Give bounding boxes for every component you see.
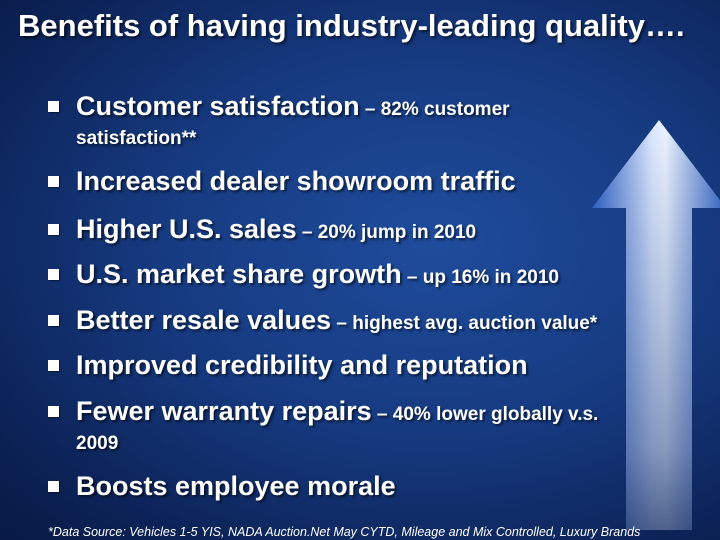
bullet-continuation-text: satisfaction** (76, 128, 197, 149)
bullet-main-text: Boosts employee morale (76, 471, 396, 501)
bullet-detail-text: – 20% jump in 2010 (296, 222, 477, 243)
bullet-main-text: Improved credibility and reputation (76, 350, 528, 380)
square-bullet-icon (48, 406, 59, 417)
bullet-main-text: Higher U.S. sales (76, 214, 297, 244)
square-bullet-icon (48, 176, 59, 187)
data-source-footnote: *Data Source: Vehicles 1-5 YIS, NADA Auc… (48, 525, 641, 539)
up-arrow-icon (592, 120, 720, 530)
bullet-main-text: Better resale values (76, 305, 332, 335)
square-bullet-icon (48, 315, 59, 326)
square-bullet-icon (48, 269, 59, 280)
square-bullet-icon (48, 224, 59, 235)
square-bullet-icon (48, 360, 59, 371)
square-bullet-icon (48, 481, 59, 492)
bullet-continuation-text: 2009 (76, 433, 119, 454)
bullet-detail-text: – 82% customer (359, 99, 510, 120)
bullet-main-text: Customer satisfaction (76, 91, 360, 121)
bullet-main-text: Fewer warranty repairs (76, 396, 372, 426)
slide-title: Benefits of having industry-leading qual… (18, 8, 685, 43)
square-bullet-icon (48, 101, 59, 112)
bullet-detail-text: – highest avg. auction value* (331, 313, 598, 334)
bullet-main-text: U.S. market share growth (76, 259, 402, 289)
bullet-detail-text: – 40% lower globally v.s. (371, 404, 599, 425)
bullet-main-text: Increased dealer showroom traffic (76, 166, 516, 196)
bullet-detail-text: – up 16% in 2010 (401, 267, 559, 288)
